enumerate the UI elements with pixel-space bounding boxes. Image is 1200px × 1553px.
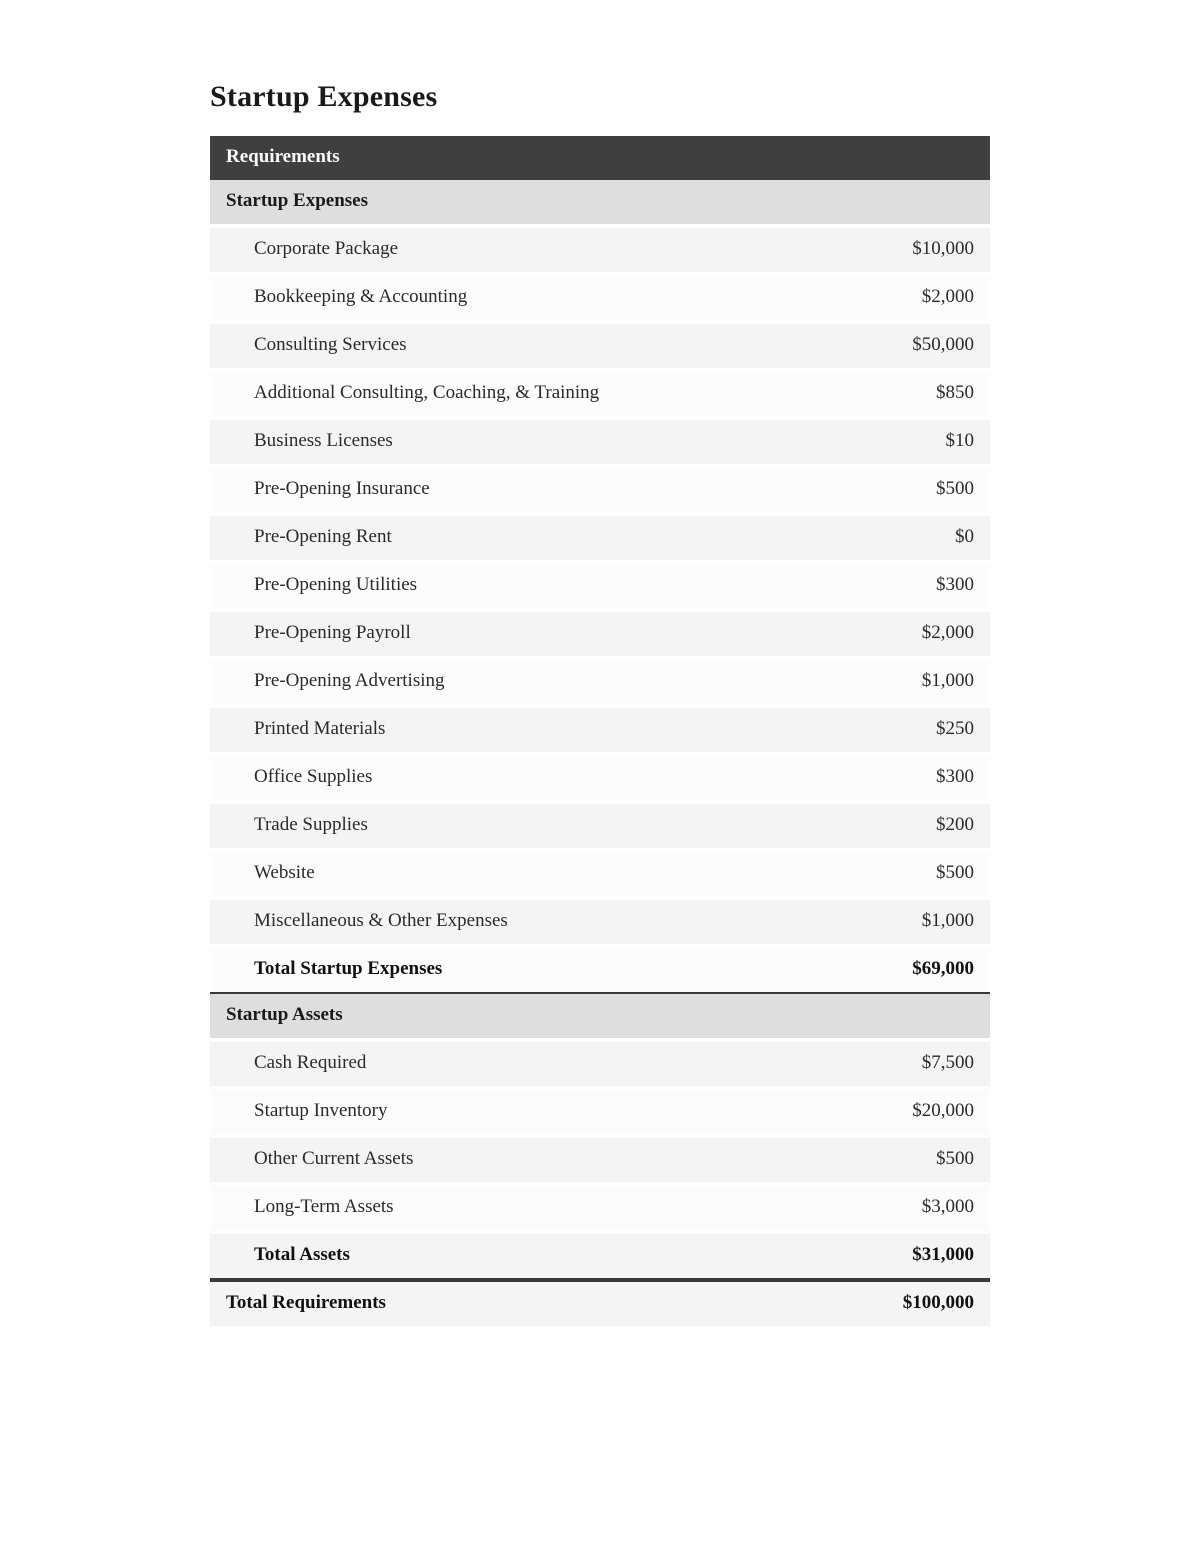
row-label: Additional Consulting, Coaching, & Train… [254, 382, 936, 404]
row-label: Startup Inventory [254, 1100, 912, 1122]
row-label: Pre-Opening Advertising [254, 670, 922, 692]
table-row: Pre-Opening Insurance$500 [210, 468, 990, 512]
table-row: Consulting Services$50,000 [210, 324, 990, 368]
table-row: Website$500 [210, 852, 990, 896]
section-total-label: Total Startup Expenses [254, 958, 912, 980]
row-label: Long-Term Assets [254, 1196, 922, 1218]
page-title: Startup Expenses [210, 80, 990, 114]
row-value: $500 [936, 478, 974, 500]
table-row: Printed Materials$250 [210, 708, 990, 752]
table-row: Business Licenses$10 [210, 420, 990, 464]
table-row: Long-Term Assets$3,000 [210, 1186, 990, 1230]
row-value: $500 [936, 1148, 974, 1170]
row-value: $850 [936, 382, 974, 404]
table-row: Pre-Opening Utilities$300 [210, 564, 990, 608]
table-row: Bookkeeping & Accounting$2,000 [210, 276, 990, 320]
row-value: $7,500 [922, 1052, 974, 1074]
row-label: Pre-Opening Utilities [254, 574, 936, 596]
row-value: $20,000 [912, 1100, 974, 1122]
row-value: $200 [936, 814, 974, 836]
row-label: Miscellaneous & Other Expenses [254, 910, 922, 932]
row-label: Website [254, 862, 936, 884]
table-row: Additional Consulting, Coaching, & Train… [210, 372, 990, 416]
table-row: Corporate Package$10,000 [210, 228, 990, 272]
table-row: Miscellaneous & Other Expenses$1,000 [210, 900, 990, 944]
section-total-value: $31,000 [912, 1244, 974, 1266]
row-value: $250 [936, 718, 974, 740]
grand-total-label: Total Requirements [226, 1292, 903, 1314]
table-row: Office Supplies$300 [210, 756, 990, 800]
row-label: Bookkeeping & Accounting [254, 286, 922, 308]
table-header: Requirements [210, 136, 990, 180]
expenses-table: Requirements Startup ExpensesCorporate P… [210, 136, 990, 1326]
row-value: $300 [936, 766, 974, 788]
section-total-label: Total Assets [254, 1244, 912, 1266]
row-value: $500 [936, 862, 974, 884]
section-total-row: Total Startup Expenses$69,000 [210, 948, 990, 992]
table-row: Pre-Opening Advertising$1,000 [210, 660, 990, 704]
table-row: Other Current Assets$500 [210, 1138, 990, 1182]
row-value: $1,000 [922, 670, 974, 692]
table-row: Pre-Opening Rent$0 [210, 516, 990, 560]
section-header: Startup Expenses [210, 180, 990, 224]
row-label: Pre-Opening Insurance [254, 478, 936, 500]
section-total-value: $69,000 [912, 958, 974, 980]
row-value: $10 [946, 430, 975, 452]
row-label: Corporate Package [254, 238, 912, 260]
table-row: Pre-Opening Payroll$2,000 [210, 612, 990, 656]
row-label: Pre-Opening Payroll [254, 622, 922, 644]
row-label: Business Licenses [254, 430, 946, 452]
row-label: Cash Required [254, 1052, 922, 1074]
row-label: Trade Supplies [254, 814, 936, 836]
row-value: $10,000 [912, 238, 974, 260]
page: Startup Expenses Requirements Startup Ex… [0, 0, 1200, 1326]
section-header: Startup Assets [210, 994, 990, 1038]
row-label: Pre-Opening Rent [254, 526, 955, 548]
table-row: Trade Supplies$200 [210, 804, 990, 848]
grand-total-value: $100,000 [903, 1292, 974, 1314]
row-value: $2,000 [922, 622, 974, 644]
row-label: Consulting Services [254, 334, 912, 356]
section-total-row: Total Assets$31,000 [210, 1234, 990, 1278]
grand-total-row: Total Requirements$100,000 [210, 1282, 990, 1326]
row-value: $2,000 [922, 286, 974, 308]
row-value: $0 [955, 526, 974, 548]
row-label: Office Supplies [254, 766, 936, 788]
row-value: $50,000 [912, 334, 974, 356]
row-label: Printed Materials [254, 718, 936, 740]
row-label: Other Current Assets [254, 1148, 936, 1170]
row-value: $1,000 [922, 910, 974, 932]
table-row: Startup Inventory$20,000 [210, 1090, 990, 1134]
row-value: $300 [936, 574, 974, 596]
table-row: Cash Required$7,500 [210, 1042, 990, 1086]
row-value: $3,000 [922, 1196, 974, 1218]
